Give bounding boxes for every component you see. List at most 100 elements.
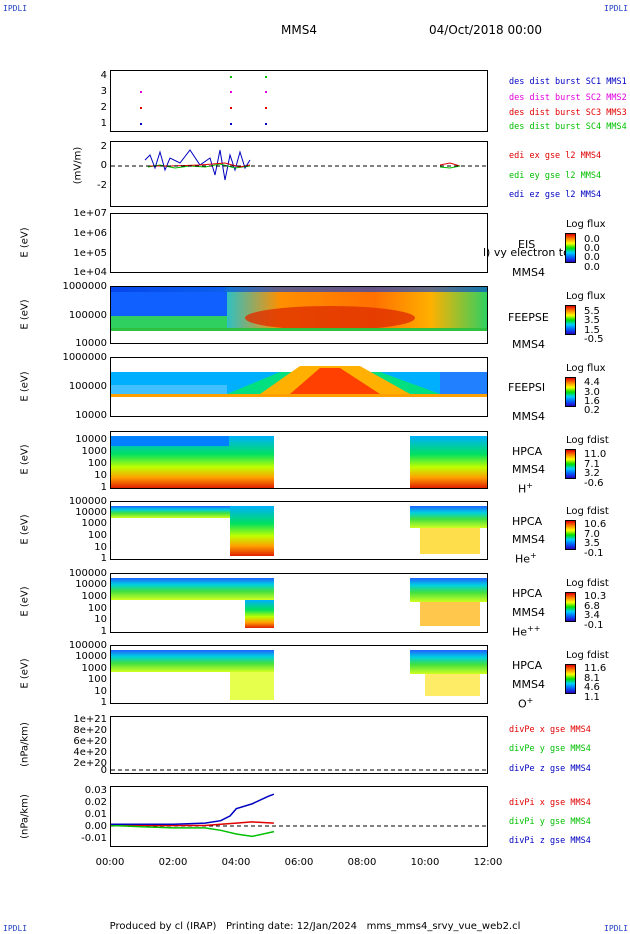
panel-divpe [110, 716, 488, 774]
hpca-he1-ytick: 100 [87, 530, 107, 541]
hpca-h-ytick: 1000 [81, 446, 107, 457]
hpca-o-ytick: 100 [87, 674, 107, 685]
x-tick-label: 04:00 [221, 857, 251, 868]
hpca-he2-ytick: 10 [94, 614, 107, 625]
hpca-o-name: HPCA [512, 659, 543, 672]
feepsi-cbar-title: Log flux [566, 363, 606, 374]
hpca-he2-ytick: 100 [87, 603, 107, 614]
feepsi-ytick: 100000 [68, 381, 107, 392]
eis-name: EIS [518, 238, 536, 251]
burst-ytick: 1 [100, 118, 107, 129]
hpca-o-cbar-val: 8.1 [584, 673, 600, 684]
burst-legend-mms4: des dist burst SC4 MMS4 [509, 122, 627, 132]
burst-ytick: 4 [100, 70, 107, 81]
hpca-he1-ytick: 100000 [68, 496, 107, 507]
hpca-h-name2: MMS4 [512, 463, 545, 476]
edi-traces [144, 149, 461, 181]
divpe-legend-z: divPe z gse MMS4 [509, 764, 591, 774]
hpca-h-cbar-val: 7.1 [584, 459, 600, 470]
eis-overlay-text: l) vy electron to [483, 246, 570, 259]
hpca-o-cbar-val: 1.1 [584, 692, 600, 703]
feepse-ylabel: E (eV) [19, 299, 31, 330]
eis-cbar-val: 0.0 [584, 262, 600, 273]
panel-divpi [110, 786, 488, 847]
burst-legend-mms1: des dist burst SC1 MMS1 [509, 77, 627, 87]
hpca-he2-ytick: 1000 [81, 591, 107, 602]
footer-printing-date: Printing date: 12/Jan/2024 [225, 921, 358, 932]
corner-label-bl: IPDLI [3, 924, 28, 933]
hpca-he2-cbar-val: 10.3 [584, 591, 607, 602]
divpi-series-line [110, 821, 274, 827]
species-charge: + [526, 481, 533, 490]
divpi-ytick: 0.01 [84, 809, 107, 820]
feepsi-cbar-val: 3.0 [584, 387, 600, 398]
edi-ytick: 0 [100, 160, 107, 171]
divpi-ytick: 0.03 [84, 785, 107, 796]
hpca-he2-cbar-val: 6.8 [584, 601, 600, 612]
eis-ytick: 1e+04 [73, 267, 107, 278]
hpca-o-cbar-val: 4.6 [584, 682, 600, 693]
hpca-he1-ytick: 1 [100, 553, 107, 564]
hpca-o-species: O+ [518, 696, 533, 711]
divpe-legend-y: divPe y gse MMS4 [509, 744, 591, 754]
edi-ytick: 2 [100, 141, 107, 152]
feepse-cbar-val: 1.5 [584, 325, 600, 336]
feepse-cbar-val: 3.5 [584, 315, 600, 326]
burst-ytick: 3 [100, 86, 107, 97]
hpca-o-ytick: 10 [94, 686, 107, 697]
edi-ylabel: (mV/m) [72, 146, 84, 185]
hpca-o-name2: MMS4 [512, 678, 545, 691]
x-tick-label: 08:00 [347, 857, 377, 868]
hpca-he1-name: HPCA [512, 515, 543, 528]
hpca-o-ytick: 100000 [68, 640, 107, 651]
hpca-o-colorbar [565, 664, 576, 694]
divpe-ytick: 0 [100, 765, 107, 776]
hpca-he2-ytick: 1 [100, 626, 107, 637]
hpca-h-species: H+ [518, 481, 533, 496]
hpca-he1-species: He+ [515, 551, 537, 566]
feepsi-cbar-val: 1.6 [584, 396, 600, 407]
feepse-cbar-val: -0.5 [584, 334, 604, 345]
feepse-ytick: 10000 [75, 338, 107, 349]
hpca-he1-cbar-title: Log fdist [566, 506, 609, 517]
burst-ytick: 2 [100, 102, 107, 113]
panel-eis [110, 213, 488, 273]
feepsi-cbar-val: 4.4 [584, 377, 600, 388]
feepsi-ylabel: E (eV) [19, 371, 31, 402]
eis-ytick: 1e+07 [73, 208, 107, 219]
divpi-legend-z: divPi z gse MMS4 [509, 836, 591, 846]
hpca-he2-cbar-val: -0.1 [584, 620, 604, 631]
hpca-h-colorbar [565, 449, 576, 479]
burst-markers [140, 76, 267, 125]
hpca-h-spectrogram [111, 436, 487, 488]
panel-burst [110, 70, 488, 132]
eis-ytick: 1e+05 [73, 248, 107, 259]
hpca-he1-cbar-val: 3.5 [584, 538, 600, 549]
eis-name2: MMS4 [512, 266, 545, 279]
divpe-ytick: 8e+20 [73, 725, 107, 736]
divpi-legend-y: divPi y gse MMS4 [509, 817, 591, 827]
species-charge: ++ [527, 624, 541, 633]
corner-label-tl: IPDLI [3, 4, 28, 13]
spacecraft-title: MMS4 [281, 23, 317, 37]
hpca-o-ytick: 1 [100, 697, 107, 708]
feepse-cbar-val: 5.5 [584, 306, 600, 317]
hpca-h-ytick: 100 [87, 458, 107, 469]
hpca-he1-ylabel: E (eV) [19, 514, 31, 545]
feepsi-name2: MMS4 [512, 410, 545, 423]
hpca-he1-colorbar [565, 520, 576, 550]
edi-legend-x: edi ex gse l2 MMS4 [509, 151, 602, 161]
eis-ylabel: E (eV) [19, 227, 31, 258]
species-charge: + [526, 696, 534, 705]
divpi-series [110, 793, 275, 838]
edi-ytick: -2 [97, 180, 107, 191]
eis-cbar-title: Log flux [566, 219, 606, 230]
hpca-h-ytick: 10 [94, 470, 107, 481]
divpe-ytick: 4e+20 [73, 747, 107, 758]
edi-legend-z: edi ez gse l2 MMS4 [509, 190, 602, 200]
hpca-o-ytick: 10000 [75, 651, 107, 662]
hpca-he1-ytick: 1000 [81, 518, 107, 529]
hpca-he1-ytick: 10 [94, 542, 107, 553]
feepse-spectrogram [111, 287, 487, 331]
